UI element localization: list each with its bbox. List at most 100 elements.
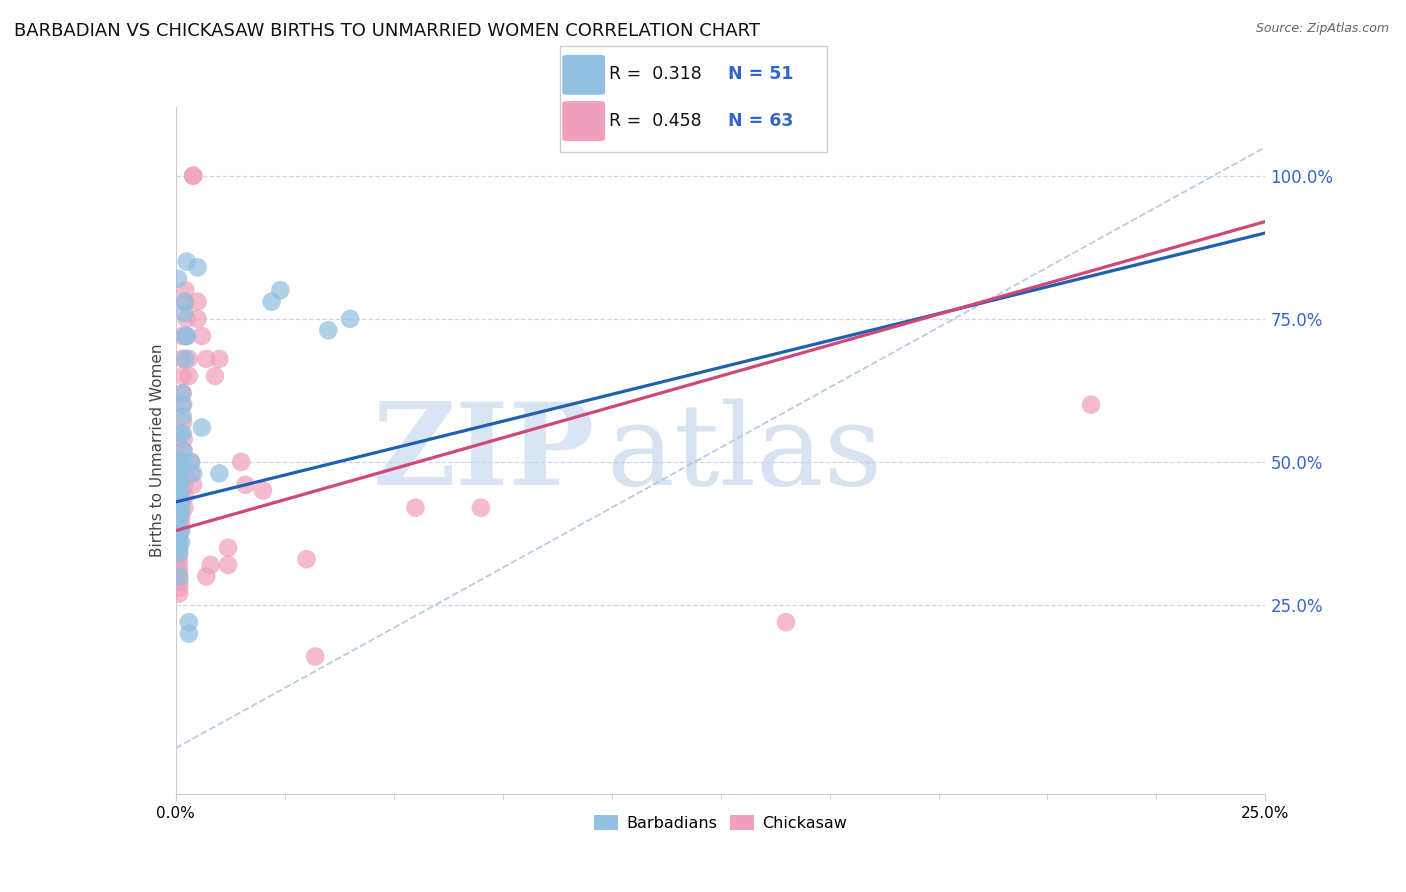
Point <box>170 500 193 515</box>
Point <box>169 489 191 503</box>
Point <box>1080 398 1102 412</box>
Point <box>260 294 283 309</box>
Point <box>170 507 193 521</box>
Point <box>173 500 195 515</box>
Point <box>172 386 194 401</box>
Point <box>170 517 193 532</box>
Point <box>170 535 193 549</box>
Point <box>167 524 190 538</box>
Point <box>167 478 190 492</box>
Point <box>172 398 194 412</box>
Point <box>217 558 239 572</box>
Point <box>167 495 190 509</box>
Point <box>172 386 194 401</box>
Point <box>173 455 195 469</box>
Point <box>177 626 200 640</box>
Legend: Barbadians, Chickasaw: Barbadians, Chickasaw <box>588 808 853 838</box>
Point <box>167 517 190 532</box>
Point <box>181 467 204 481</box>
Point <box>169 489 191 503</box>
Text: ZIP: ZIP <box>373 399 595 509</box>
Point <box>167 541 190 555</box>
Point <box>169 500 191 515</box>
Point <box>191 420 214 434</box>
Point <box>172 398 194 412</box>
Point <box>204 369 226 384</box>
Point <box>217 541 239 555</box>
Point <box>252 483 274 498</box>
Point <box>177 351 200 366</box>
Point <box>172 426 194 441</box>
Point <box>167 586 190 600</box>
Point <box>191 329 214 343</box>
Point <box>167 489 190 503</box>
Point <box>167 564 190 578</box>
Point <box>208 467 231 481</box>
Point <box>176 329 198 343</box>
Point <box>177 615 200 630</box>
Point <box>172 409 194 424</box>
Point <box>167 535 190 549</box>
Point <box>173 443 195 458</box>
Point <box>186 260 209 275</box>
Point <box>167 467 190 481</box>
Point <box>180 455 202 469</box>
Point <box>167 529 190 543</box>
Point <box>169 467 191 481</box>
Point <box>167 575 190 590</box>
Text: R =  0.458: R = 0.458 <box>609 112 702 130</box>
Point <box>172 443 194 458</box>
Point <box>169 455 191 469</box>
Point <box>195 569 218 583</box>
Point <box>174 283 197 297</box>
Point <box>170 524 193 538</box>
Point <box>167 546 190 561</box>
Point <box>173 432 195 446</box>
Point <box>177 369 200 384</box>
Point <box>169 460 191 475</box>
Point <box>235 478 257 492</box>
Point <box>173 478 195 492</box>
Point <box>169 426 191 441</box>
Point <box>167 552 190 566</box>
Point <box>167 500 190 515</box>
Point <box>269 283 291 297</box>
Point <box>174 351 197 366</box>
Point <box>173 306 195 320</box>
Text: atlas: atlas <box>606 399 883 509</box>
Point <box>169 472 191 486</box>
Point <box>167 558 190 572</box>
Point <box>181 169 204 183</box>
Point <box>176 329 198 343</box>
Point <box>169 495 191 509</box>
Point <box>180 467 202 481</box>
Point <box>200 558 222 572</box>
Point <box>173 467 195 481</box>
Point <box>173 489 195 503</box>
Point <box>174 294 197 309</box>
Point <box>167 569 190 583</box>
Point <box>169 472 191 486</box>
Text: N = 51: N = 51 <box>728 65 793 83</box>
Point <box>167 512 190 526</box>
Point <box>775 615 797 630</box>
Point <box>339 311 361 326</box>
Point <box>181 169 204 183</box>
Point <box>170 512 193 526</box>
Point <box>174 329 197 343</box>
Point <box>186 294 209 309</box>
Point <box>176 254 198 268</box>
Point <box>172 369 194 384</box>
Point <box>170 507 193 521</box>
Point <box>169 483 191 498</box>
Text: BARBADIAN VS CHICKASAW BIRTHS TO UNMARRIED WOMEN CORRELATION CHART: BARBADIAN VS CHICKASAW BIRTHS TO UNMARRI… <box>14 22 761 40</box>
Text: Source: ZipAtlas.com: Source: ZipAtlas.com <box>1256 22 1389 36</box>
Point <box>173 294 195 309</box>
Point <box>172 415 194 429</box>
Point <box>295 552 318 566</box>
Point <box>167 569 190 583</box>
Point <box>405 500 427 515</box>
Point <box>304 649 326 664</box>
Point <box>169 495 191 509</box>
Point <box>167 581 190 595</box>
